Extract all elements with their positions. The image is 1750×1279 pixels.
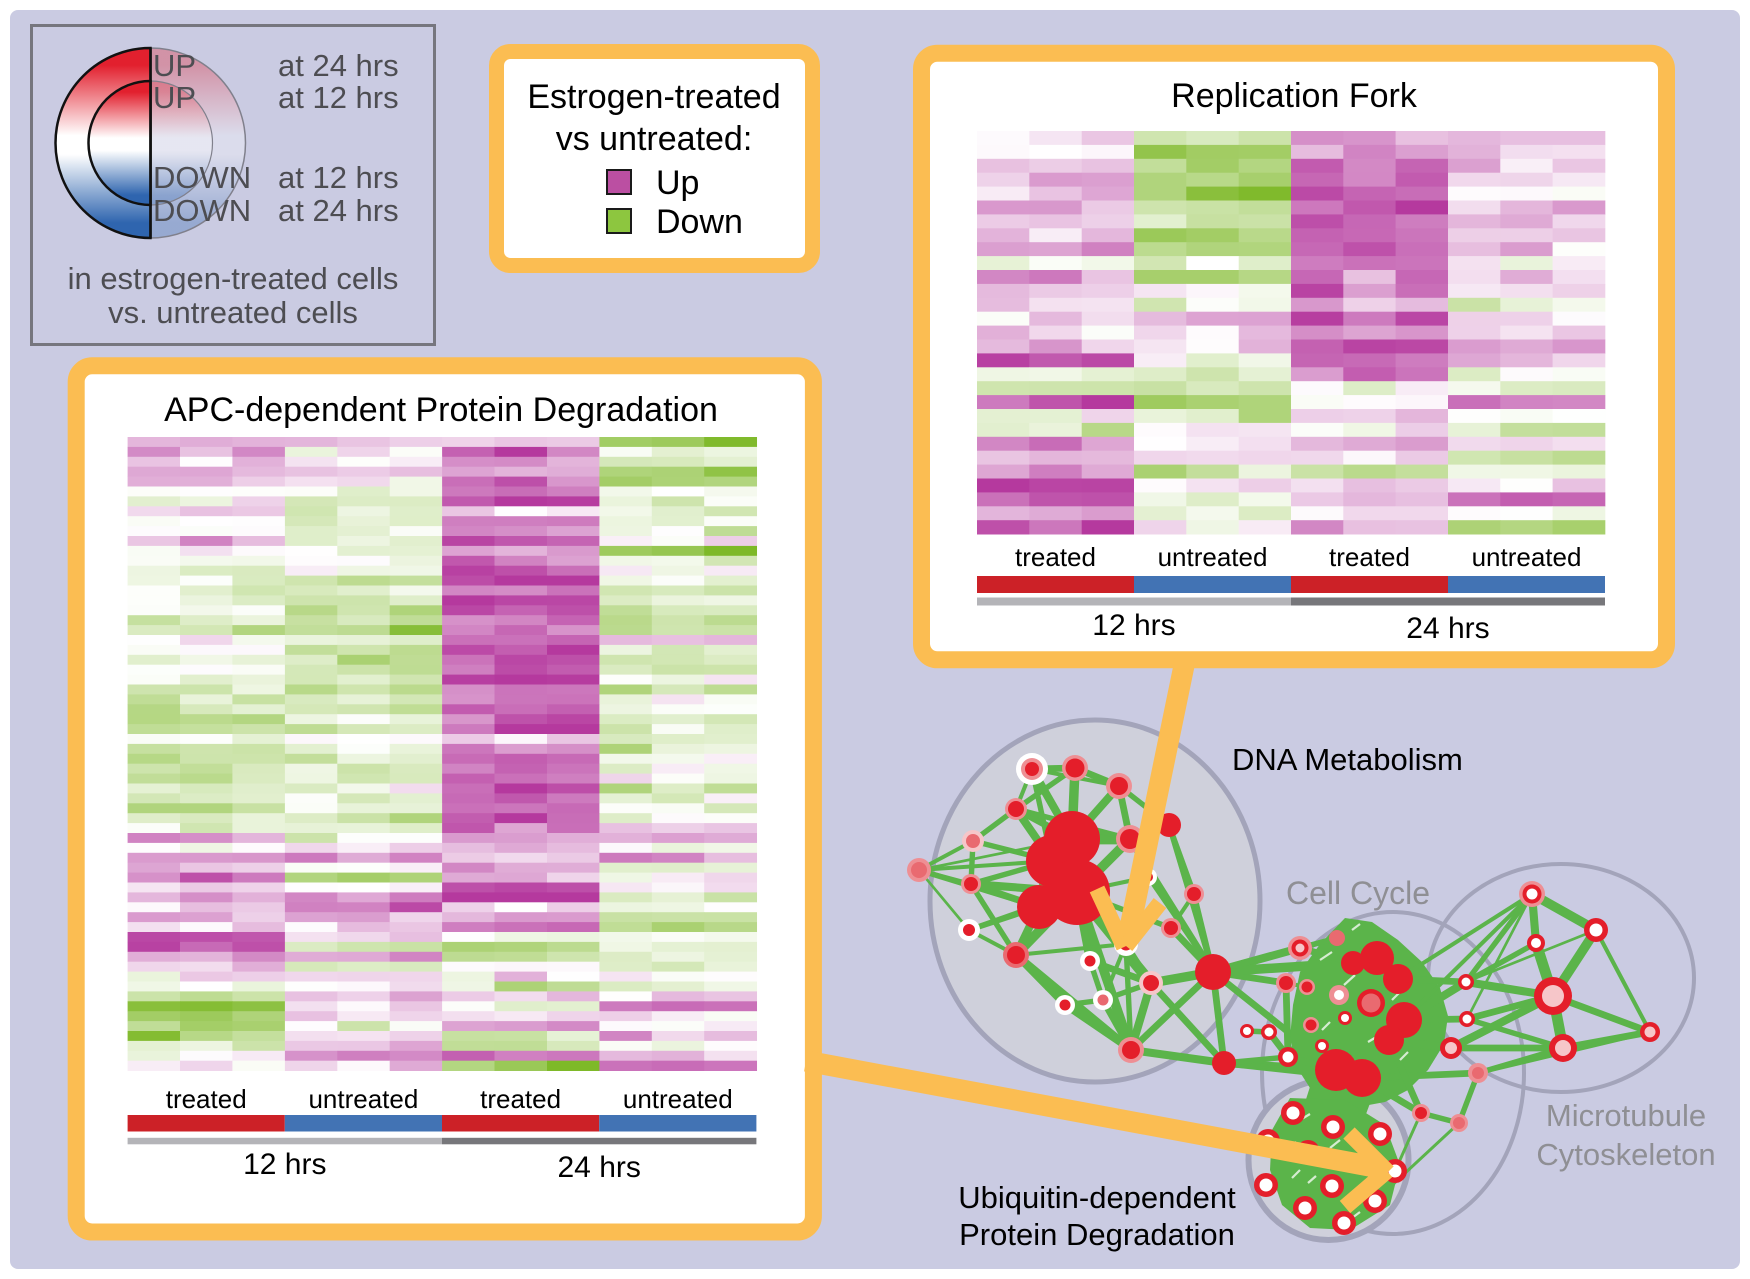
svg-text:12 hrs: 12 hrs [1092, 609, 1175, 642]
svg-text:in estrogen-treated cells: in estrogen-treated cells [68, 261, 399, 296]
svg-text:Protein Degradation: Protein Degradation [959, 1217, 1235, 1252]
svg-text:DOWN: DOWN [153, 193, 251, 228]
svg-text:APC-dependent Protein Degradat: APC-dependent Protein Degradation [164, 391, 718, 429]
svg-text:untreated: untreated [1158, 542, 1268, 572]
svg-text:DOWN: DOWN [153, 160, 251, 195]
svg-text:untreated: untreated [623, 1084, 733, 1114]
svg-text:at 12 hrs: at 12 hrs [278, 160, 399, 195]
svg-text:treated: treated [1329, 542, 1410, 572]
svg-text:Microtubule: Microtubule [1546, 1098, 1706, 1133]
svg-text:Down: Down [656, 203, 743, 241]
svg-text:untreated: untreated [1472, 542, 1582, 572]
svg-text:vs untreated:: vs untreated: [556, 120, 753, 158]
svg-text:vs. untreated cells: vs. untreated cells [108, 295, 358, 330]
svg-text:24 hrs: 24 hrs [1406, 612, 1489, 645]
svg-text:at 24 hrs: at 24 hrs [278, 48, 399, 83]
svg-text:Ubiquitin-dependent: Ubiquitin-dependent [958, 1180, 1236, 1215]
svg-text:Up: Up [656, 164, 699, 202]
svg-text:24 hrs: 24 hrs [558, 1151, 641, 1184]
svg-text:treated: treated [1015, 542, 1096, 572]
svg-text:treated: treated [480, 1084, 561, 1114]
svg-text:UP: UP [153, 48, 196, 83]
svg-text:Cytoskeleton: Cytoskeleton [1536, 1137, 1715, 1172]
svg-text:UP: UP [153, 80, 196, 115]
svg-text:Replication Fork: Replication Fork [1171, 77, 1418, 115]
svg-text:at 12 hrs: at 12 hrs [278, 80, 399, 115]
svg-text:at 24 hrs: at 24 hrs [278, 193, 399, 228]
svg-text:treated: treated [166, 1084, 247, 1114]
svg-text:untreated: untreated [308, 1084, 418, 1114]
svg-text:Cell Cycle: Cell Cycle [1286, 875, 1430, 911]
svg-text:DNA Metabolism: DNA Metabolism [1232, 742, 1463, 777]
svg-text:Estrogen-treated: Estrogen-treated [527, 78, 780, 116]
svg-text:12 hrs: 12 hrs [243, 1148, 326, 1181]
